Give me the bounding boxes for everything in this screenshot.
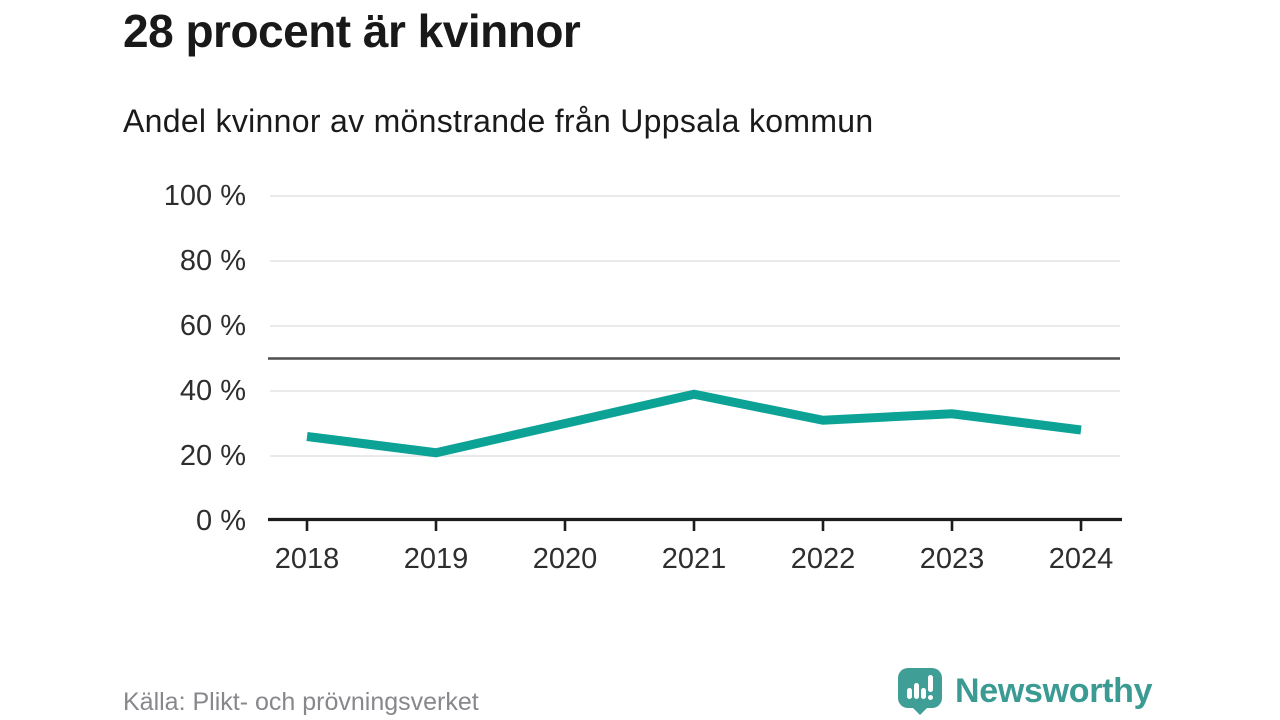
- data-line-share-of-women: [306, 389, 1082, 458]
- speech-bubble-tail: [911, 706, 929, 715]
- newsworthy-logo: Newsworthy: [898, 666, 1153, 716]
- y-axis-tick-label: 100 %: [163, 180, 246, 212]
- x-axis-tick-label: 2019: [403, 543, 469, 575]
- bar-chart-bar-icon: [921, 688, 926, 699]
- y-axis-tick-label: 80 %: [179, 245, 246, 277]
- x-axis-tick-label: 2020: [532, 543, 598, 575]
- source-note: Källa: Plikt- och prövningsverket: [123, 688, 479, 716]
- x-axis-tick-label: 2018: [274, 543, 340, 575]
- y-axis-tick-label: 20 %: [179, 440, 246, 472]
- exclamation-mark-icon: [928, 675, 933, 692]
- y-axis-tick-label: 40 %: [179, 375, 246, 407]
- exclamation-mark-dot-icon: [928, 695, 933, 700]
- x-axis-tick-label: 2023: [919, 543, 985, 575]
- bar-chart-bar-icon: [907, 688, 912, 699]
- bar-chart-bar-icon: [914, 683, 919, 699]
- newsworthy-speech-bubble-barchart-icon: [898, 666, 942, 716]
- chart-title: 28 procent är kvinnor: [123, 5, 581, 57]
- newsworthy-wordmark: Newsworthy: [955, 672, 1153, 710]
- y-axis-tick-label: 60 %: [179, 310, 246, 342]
- x-axis-tick-label: 2024: [1048, 543, 1114, 575]
- x-axis-tick-label: 2021: [661, 543, 727, 575]
- chart-subtitle: Andel kvinnor av mönstrande från Uppsala…: [123, 103, 874, 139]
- speech-bubble-shape: [898, 668, 942, 708]
- x-axis-tick-label: 2022: [790, 543, 856, 575]
- y-axis-tick-label: 0 %: [196, 505, 246, 537]
